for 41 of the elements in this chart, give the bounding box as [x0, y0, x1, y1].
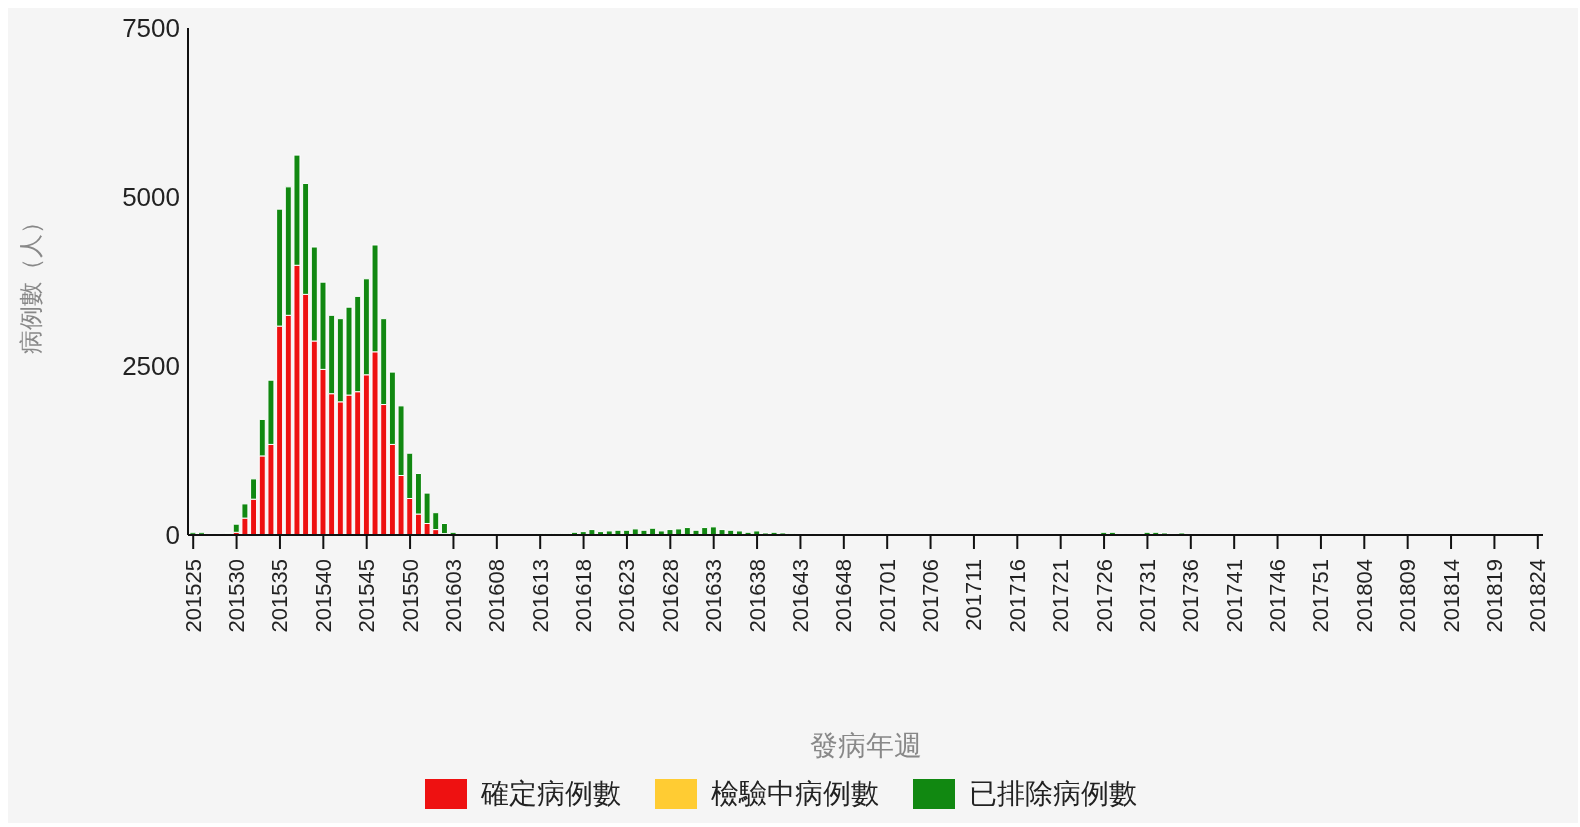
x-tick-label: 201638 — [744, 559, 770, 633]
x-tick-label: 201716 — [1004, 559, 1030, 633]
x-axis-title: 發病年週 — [809, 730, 922, 761]
x-tick-label: 201540 — [310, 559, 336, 633]
x-tick-label: 201643 — [787, 559, 813, 633]
y-tick-label: 0 — [165, 520, 180, 551]
x-tick-label: 201746 — [1265, 559, 1291, 633]
x-tick-label: 201623 — [614, 559, 640, 633]
x-tick-label: 201545 — [354, 559, 380, 633]
x-tick-label: 201809 — [1395, 559, 1421, 633]
legend-label: 已排除病例數 — [967, 777, 1137, 811]
x-tick-label: 201550 — [397, 559, 423, 633]
x-tick-label: 201741 — [1221, 559, 1247, 633]
x-tick-label: 201525 — [180, 559, 206, 633]
x-tick-label: 201706 — [918, 559, 944, 633]
legend-label: 確定病例數 — [479, 777, 621, 811]
x-tick-label: 201613 — [527, 559, 553, 633]
x-tick-label: 201633 — [701, 559, 727, 633]
x-tick-label: 201736 — [1178, 559, 1204, 633]
x-tick-label: 201701 — [874, 559, 900, 633]
x-tick-label: 201711 — [961, 559, 987, 631]
x-tick-label: 201603 — [440, 559, 466, 633]
x-tick-label: 201530 — [224, 559, 250, 633]
x-tick-label: 201628 — [657, 559, 683, 633]
x-tick-label: 201618 — [571, 559, 597, 633]
x-tick-label: 201608 — [484, 559, 510, 633]
x-tick-label: 201814 — [1438, 559, 1464, 633]
x-tick-label: 201731 — [1134, 559, 1160, 633]
y-tick-label: 5000 — [122, 182, 180, 213]
y-tick-label: 2500 — [122, 351, 180, 382]
x-tick-label: 201726 — [1091, 559, 1117, 633]
x-tick-label: 201824 — [1525, 559, 1551, 633]
x-tick-label: 201819 — [1481, 559, 1507, 633]
x-tick-label: 201648 — [831, 559, 857, 633]
x-tick-label: 201751 — [1308, 559, 1334, 633]
x-tick-label: 201721 — [1048, 559, 1074, 633]
y-axis-title: 病例數（人） — [16, 209, 44, 354]
legend-label: 檢驗中病例數 — [709, 777, 879, 811]
y-tick-label: 7500 — [122, 13, 180, 44]
x-tick-label: 201804 — [1351, 559, 1377, 633]
x-tick-label: 201535 — [267, 559, 293, 633]
